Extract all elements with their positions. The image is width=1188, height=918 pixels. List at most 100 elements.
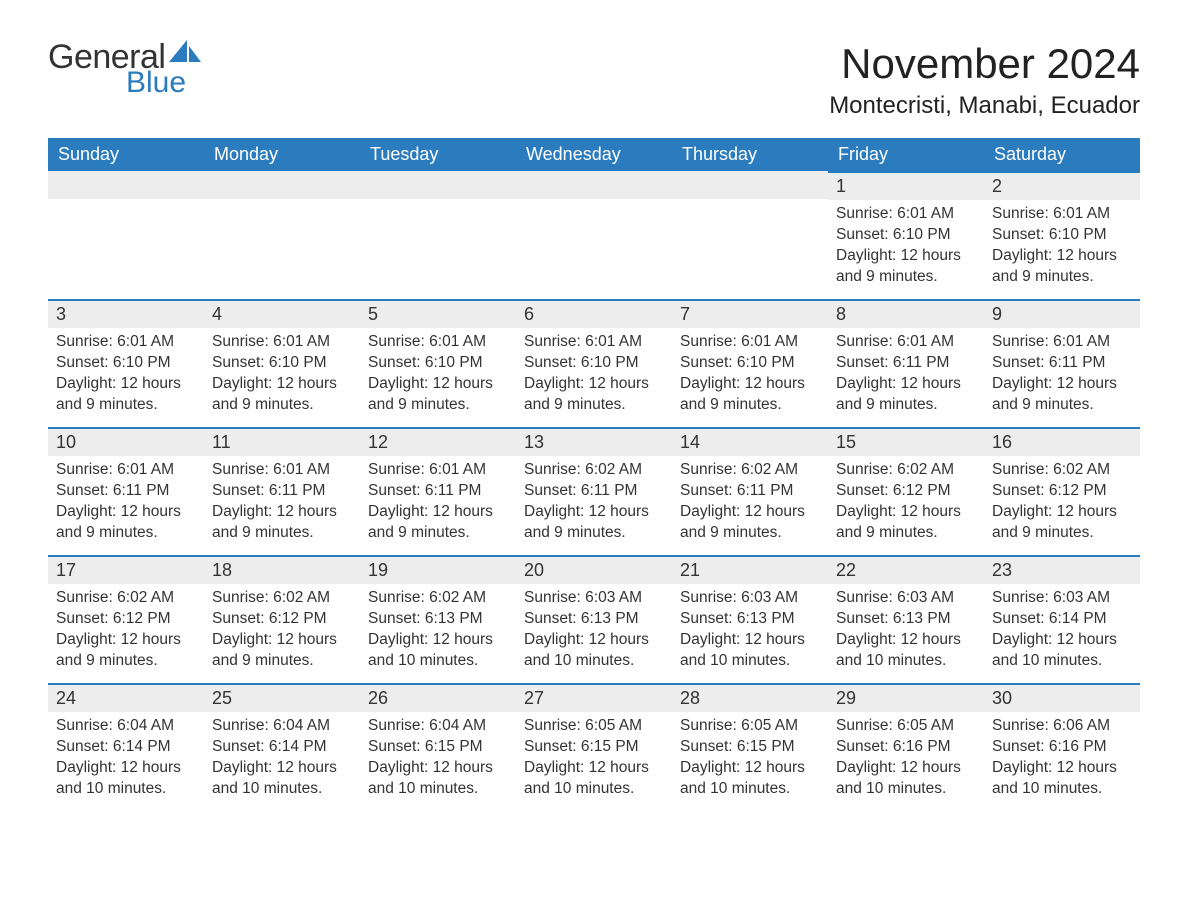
calendar-cell: 21Sunrise: 6:03 AMSunset: 6:13 PMDayligh… [672, 555, 828, 683]
sunset-text: Sunset: 6:11 PM [368, 481, 508, 502]
daylight-text: Daylight: 12 hours and 10 minutes. [524, 758, 664, 800]
daylight-text: Daylight: 12 hours and 10 minutes. [680, 630, 820, 672]
calendar-cell: 5Sunrise: 6:01 AMSunset: 6:10 PMDaylight… [360, 299, 516, 427]
calendar-cell: 19Sunrise: 6:02 AMSunset: 6:13 PMDayligh… [360, 555, 516, 683]
day-wrap: 5Sunrise: 6:01 AMSunset: 6:10 PMDaylight… [360, 299, 516, 424]
day-number: 23 [984, 557, 1140, 584]
calendar-cell: 23Sunrise: 6:03 AMSunset: 6:14 PMDayligh… [984, 555, 1140, 683]
daylight-text: Daylight: 12 hours and 9 minutes. [992, 374, 1132, 416]
day-number: 16 [984, 429, 1140, 456]
day-number: 17 [48, 557, 204, 584]
calendar-cell: 3Sunrise: 6:01 AMSunset: 6:10 PMDaylight… [48, 299, 204, 427]
calendar-cell: 8Sunrise: 6:01 AMSunset: 6:11 PMDaylight… [828, 299, 984, 427]
day-content: Sunrise: 6:01 AMSunset: 6:10 PMDaylight:… [204, 328, 360, 424]
sunset-text: Sunset: 6:11 PM [212, 481, 352, 502]
daylight-text: Daylight: 12 hours and 9 minutes. [992, 246, 1132, 288]
sunset-text: Sunset: 6:15 PM [368, 737, 508, 758]
sunrise-text: Sunrise: 6:02 AM [992, 460, 1132, 481]
sunset-text: Sunset: 6:15 PM [524, 737, 664, 758]
day-number: 4 [204, 301, 360, 328]
day-wrap: 6Sunrise: 6:01 AMSunset: 6:10 PMDaylight… [516, 299, 672, 424]
sunset-text: Sunset: 6:12 PM [992, 481, 1132, 502]
empty-day [672, 171, 828, 199]
calendar-cell: 24Sunrise: 6:04 AMSunset: 6:14 PMDayligh… [48, 683, 204, 811]
calendar-cell: 28Sunrise: 6:05 AMSunset: 6:15 PMDayligh… [672, 683, 828, 811]
daylight-text: Daylight: 12 hours and 9 minutes. [56, 374, 196, 416]
calendar-cell: 6Sunrise: 6:01 AMSunset: 6:10 PMDaylight… [516, 299, 672, 427]
empty-day [516, 171, 672, 199]
daylight-text: Daylight: 12 hours and 9 minutes. [524, 374, 664, 416]
day-number: 14 [672, 429, 828, 456]
day-content: Sunrise: 6:02 AMSunset: 6:13 PMDaylight:… [360, 584, 516, 680]
daylight-text: Daylight: 12 hours and 9 minutes. [212, 630, 352, 672]
sunrise-text: Sunrise: 6:01 AM [56, 460, 196, 481]
daylight-text: Daylight: 12 hours and 9 minutes. [836, 374, 976, 416]
day-number: 22 [828, 557, 984, 584]
day-content: Sunrise: 6:02 AMSunset: 6:12 PMDaylight:… [828, 456, 984, 552]
day-number: 30 [984, 685, 1140, 712]
sunrise-text: Sunrise: 6:01 AM [368, 332, 508, 353]
calendar-cell [672, 171, 828, 299]
day-content: Sunrise: 6:05 AMSunset: 6:15 PMDaylight:… [516, 712, 672, 808]
day-wrap: 23Sunrise: 6:03 AMSunset: 6:14 PMDayligh… [984, 555, 1140, 680]
day-number: 9 [984, 301, 1140, 328]
sunrise-text: Sunrise: 6:01 AM [836, 332, 976, 353]
calendar-cell: 1Sunrise: 6:01 AMSunset: 6:10 PMDaylight… [828, 171, 984, 299]
day-wrap: 11Sunrise: 6:01 AMSunset: 6:11 PMDayligh… [204, 427, 360, 552]
day-wrap: 13Sunrise: 6:02 AMSunset: 6:11 PMDayligh… [516, 427, 672, 552]
calendar-cell: 26Sunrise: 6:04 AMSunset: 6:15 PMDayligh… [360, 683, 516, 811]
day-number: 15 [828, 429, 984, 456]
daylight-text: Daylight: 12 hours and 10 minutes. [524, 630, 664, 672]
day-wrap: 28Sunrise: 6:05 AMSunset: 6:15 PMDayligh… [672, 683, 828, 808]
sunrise-text: Sunrise: 6:01 AM [212, 460, 352, 481]
sunset-text: Sunset: 6:14 PM [56, 737, 196, 758]
sunrise-text: Sunrise: 6:03 AM [836, 588, 976, 609]
sunset-text: Sunset: 6:13 PM [524, 609, 664, 630]
logo-word-blue: Blue [126, 68, 203, 98]
daylight-text: Daylight: 12 hours and 9 minutes. [680, 374, 820, 416]
sunset-text: Sunset: 6:11 PM [836, 353, 976, 374]
day-wrap: 7Sunrise: 6:01 AMSunset: 6:10 PMDaylight… [672, 299, 828, 424]
day-content: Sunrise: 6:04 AMSunset: 6:14 PMDaylight:… [204, 712, 360, 808]
day-wrap: 3Sunrise: 6:01 AMSunset: 6:10 PMDaylight… [48, 299, 204, 424]
calendar-cell: 22Sunrise: 6:03 AMSunset: 6:13 PMDayligh… [828, 555, 984, 683]
daylight-text: Daylight: 12 hours and 10 minutes. [680, 758, 820, 800]
day-content: Sunrise: 6:01 AMSunset: 6:10 PMDaylight:… [516, 328, 672, 424]
day-content: Sunrise: 6:01 AMSunset: 6:10 PMDaylight:… [360, 328, 516, 424]
sunrise-text: Sunrise: 6:01 AM [992, 332, 1132, 353]
calendar-cell: 27Sunrise: 6:05 AMSunset: 6:15 PMDayligh… [516, 683, 672, 811]
day-wrap: 27Sunrise: 6:05 AMSunset: 6:15 PMDayligh… [516, 683, 672, 808]
calendar-body: 1Sunrise: 6:01 AMSunset: 6:10 PMDaylight… [48, 171, 1140, 811]
calendar-cell: 15Sunrise: 6:02 AMSunset: 6:12 PMDayligh… [828, 427, 984, 555]
weekday-header: Thursday [672, 138, 828, 171]
daylight-text: Daylight: 12 hours and 10 minutes. [56, 758, 196, 800]
sunset-text: Sunset: 6:10 PM [212, 353, 352, 374]
day-content: Sunrise: 6:02 AMSunset: 6:11 PMDaylight:… [516, 456, 672, 552]
sunset-text: Sunset: 6:11 PM [56, 481, 196, 502]
day-content: Sunrise: 6:02 AMSunset: 6:12 PMDaylight:… [984, 456, 1140, 552]
day-number: 10 [48, 429, 204, 456]
day-content: Sunrise: 6:06 AMSunset: 6:16 PMDaylight:… [984, 712, 1140, 808]
day-wrap: 16Sunrise: 6:02 AMSunset: 6:12 PMDayligh… [984, 427, 1140, 552]
sunrise-text: Sunrise: 6:02 AM [680, 460, 820, 481]
logo: General Blue [48, 40, 203, 98]
calendar-cell: 20Sunrise: 6:03 AMSunset: 6:13 PMDayligh… [516, 555, 672, 683]
day-wrap: 19Sunrise: 6:02 AMSunset: 6:13 PMDayligh… [360, 555, 516, 680]
calendar-cell: 11Sunrise: 6:01 AMSunset: 6:11 PMDayligh… [204, 427, 360, 555]
daylight-text: Daylight: 12 hours and 9 minutes. [524, 502, 664, 544]
sunset-text: Sunset: 6:12 PM [836, 481, 976, 502]
sunrise-text: Sunrise: 6:02 AM [836, 460, 976, 481]
day-number: 5 [360, 301, 516, 328]
day-content: Sunrise: 6:02 AMSunset: 6:11 PMDaylight:… [672, 456, 828, 552]
calendar-cell: 2Sunrise: 6:01 AMSunset: 6:10 PMDaylight… [984, 171, 1140, 299]
day-wrap: 25Sunrise: 6:04 AMSunset: 6:14 PMDayligh… [204, 683, 360, 808]
sunrise-text: Sunrise: 6:02 AM [56, 588, 196, 609]
day-content: Sunrise: 6:05 AMSunset: 6:16 PMDaylight:… [828, 712, 984, 808]
day-number: 28 [672, 685, 828, 712]
calendar-cell: 9Sunrise: 6:01 AMSunset: 6:11 PMDaylight… [984, 299, 1140, 427]
calendar-cell [360, 171, 516, 299]
day-wrap: 30Sunrise: 6:06 AMSunset: 6:16 PMDayligh… [984, 683, 1140, 808]
day-number: 20 [516, 557, 672, 584]
day-wrap: 14Sunrise: 6:02 AMSunset: 6:11 PMDayligh… [672, 427, 828, 552]
day-content: Sunrise: 6:01 AMSunset: 6:10 PMDaylight:… [984, 200, 1140, 296]
